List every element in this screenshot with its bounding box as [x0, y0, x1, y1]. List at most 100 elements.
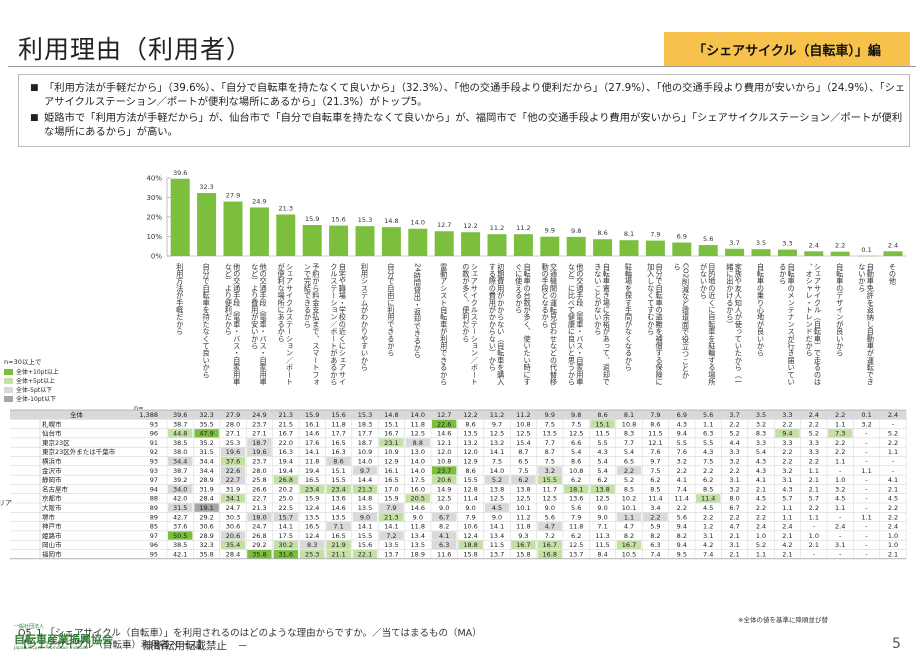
table-cell: 16.1: [384, 467, 398, 475]
category-label: CO2削減など環境面で役立つことか: [682, 263, 691, 379]
total-row-band: [10, 410, 907, 420]
y-tick-label: 40%: [146, 175, 162, 183]
table-cell: 23.4: [305, 485, 319, 493]
cell-highlight: [484, 475, 510, 484]
table-cell: 25.0: [279, 495, 293, 503]
table-cell: 3.2: [729, 458, 739, 466]
table-cell: 34.4: [199, 458, 213, 466]
category-label: シェアサイクルステーション／ポート: [286, 263, 295, 386]
table-cell: 6.3: [703, 430, 713, 438]
table-cell: 19.4: [279, 458, 293, 466]
table-cell: 13.4: [490, 532, 504, 540]
table-cell: -: [865, 504, 868, 512]
base-note: 【シェアサイクル（自転車）利用者ベース】: [18, 640, 208, 651]
table-cell: 22.7: [252, 495, 266, 503]
table-cell: 15.3: [358, 411, 372, 419]
table-cell: 11.8: [331, 420, 345, 428]
table-cell: 14.1: [490, 523, 504, 531]
table-cell: 4.2: [782, 541, 792, 549]
table-cell: 1.2: [703, 523, 713, 531]
table-cell: 12.9: [463, 458, 477, 466]
table-cell: 2.1: [888, 485, 898, 493]
table-cell: 13.5: [543, 430, 557, 438]
table-cell: 16.7: [384, 430, 398, 438]
table-cell: 9.0: [413, 513, 423, 521]
legend-label: 全体+5pt以上: [16, 378, 56, 385]
table-cell: 16.7: [279, 430, 293, 438]
table-cell: 42.1: [173, 551, 187, 559]
table-cell: 16.5: [305, 476, 319, 484]
table-cell: 26.8: [279, 476, 293, 484]
table-cell: 20.6: [226, 532, 240, 540]
table-cell: 4.7: [729, 523, 739, 531]
table-cell: 31.5: [199, 448, 213, 456]
cell-highlight: [168, 503, 193, 512]
table-cell: 4.1: [756, 476, 766, 484]
table-cell: 12.2: [463, 411, 477, 419]
table-cell: 8.3: [756, 430, 766, 438]
cell-highlight: [273, 475, 298, 484]
table-cell: 18.0: [252, 513, 266, 521]
table-cell: 19.6: [226, 448, 240, 456]
table-cell: 9.0: [597, 504, 607, 512]
table-cell: -: [865, 532, 868, 540]
table-cell: 1.0: [835, 476, 845, 484]
table-cell: 13.8: [516, 485, 530, 493]
table-cell: 34.0: [173, 485, 187, 493]
row-n-value: 97: [150, 476, 158, 484]
table-cell: 15.6: [358, 541, 372, 549]
bar-value-label: 12.2: [463, 222, 477, 230]
table-cell: 2.4: [835, 523, 845, 531]
table-cell: 14.0: [358, 458, 372, 466]
category-label: など）より費用が安いから: [251, 263, 260, 350]
bar: [461, 232, 481, 256]
table-cell: 16.8: [543, 551, 557, 559]
row-n-value: 94: [150, 485, 158, 493]
table-cell: 1.0: [888, 532, 898, 540]
table-cell: 7.1: [597, 523, 607, 531]
bar: [830, 251, 850, 256]
cell-highlight: [432, 466, 457, 475]
table-cell: 7.9: [650, 411, 660, 419]
table-cell: 2.2: [888, 513, 898, 521]
table-cell: 21.3: [384, 513, 398, 521]
bar: [381, 227, 401, 256]
table-cell: 14.1: [279, 523, 293, 531]
bar: [777, 249, 797, 256]
legend-swatch: [4, 386, 13, 393]
row-n-value: 97: [150, 532, 158, 540]
table-cell: 2.2: [650, 513, 660, 521]
org-logo-text: 自転車産業振興協会: [14, 633, 113, 646]
cell-highlight: [194, 429, 219, 438]
table-cell: 2.1: [809, 476, 819, 484]
table-cell: 16.5: [305, 523, 319, 531]
table-cell: 5.6: [703, 411, 713, 419]
table-cell: 1.1: [835, 420, 845, 428]
table-cell: 13.7: [569, 551, 583, 559]
org-subtitle: Japan Bicycle Promotion Institute: [14, 646, 89, 651]
table-cell: 20.6: [437, 476, 451, 484]
table-cell: 22.6: [226, 467, 240, 475]
table-cell: 4.5: [492, 504, 502, 512]
table-cell: 9.5: [677, 551, 687, 559]
table-cell: 31.9: [199, 485, 213, 493]
table-cell: 23.4: [331, 485, 345, 493]
table-cell: 2.2: [888, 504, 898, 512]
table-cell: 11.6: [437, 551, 451, 559]
table-cell: 10.5: [622, 551, 636, 559]
table-cell: 7.5: [650, 467, 660, 475]
table-cell: 12.5: [411, 430, 425, 438]
legend-label: 全体-5pt以下: [16, 387, 53, 394]
table-cell: 2.4: [888, 411, 898, 419]
table-cell: 14.0: [411, 467, 425, 475]
cell-highlight: [220, 447, 246, 456]
table-cell: 11.3: [595, 532, 609, 540]
table-cell: 6.7: [729, 504, 739, 512]
table-cell: 13.5: [305, 513, 319, 521]
table-cell: 1.1: [809, 467, 819, 475]
table-cell: 15.5: [358, 532, 372, 540]
row-n-value: 96: [150, 430, 158, 438]
category-label: 自転車の台数が多く、使いたい時にす: [523, 262, 532, 385]
table-cell: -: [865, 523, 868, 531]
table-cell: 5.4: [756, 448, 766, 456]
